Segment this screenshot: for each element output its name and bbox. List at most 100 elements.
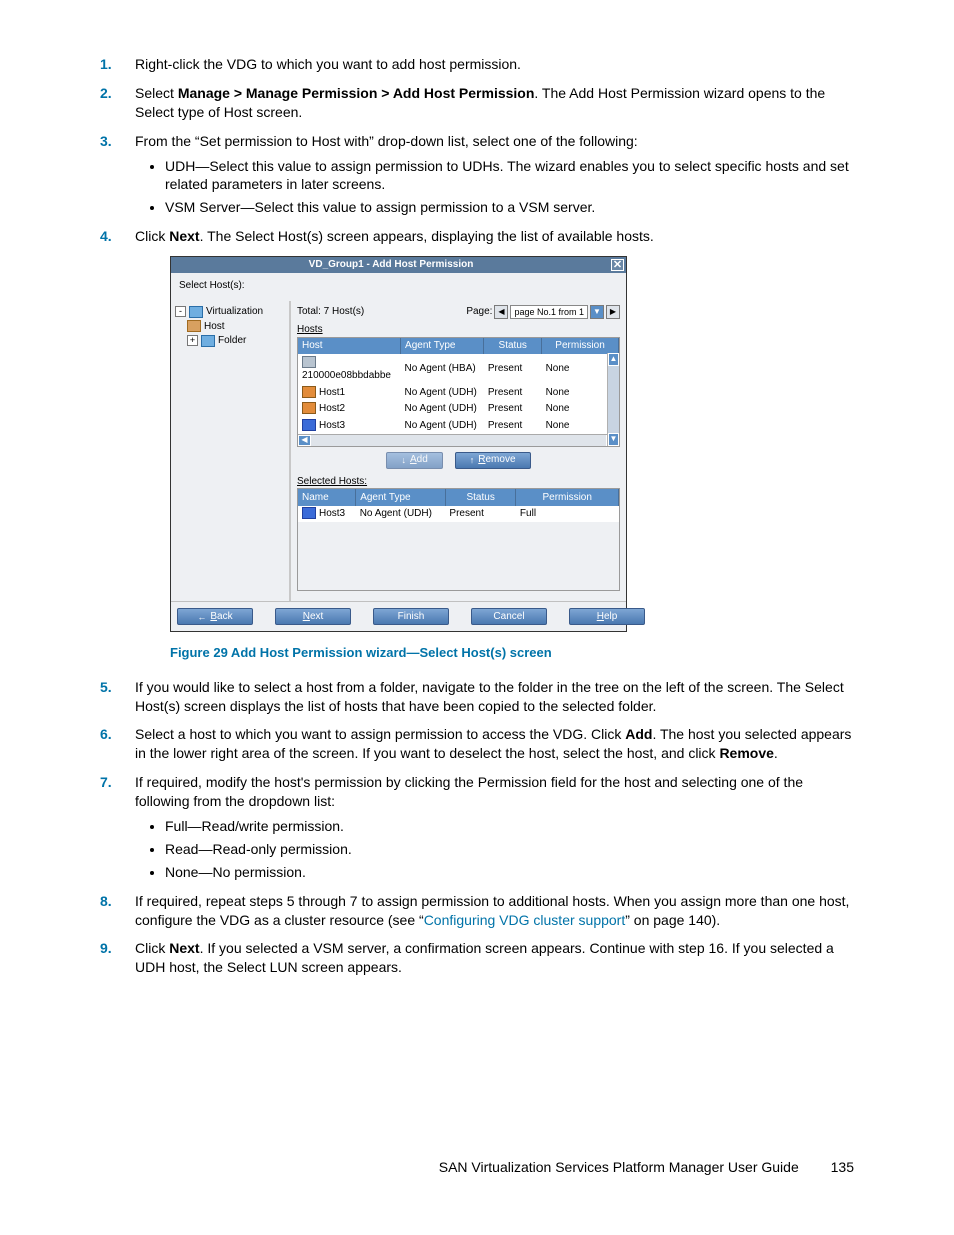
col-name[interactable]: Name [298, 489, 356, 506]
col-status[interactable]: Status [484, 338, 542, 355]
table-row[interactable]: Host2No Agent (UDH)PresentNone [298, 401, 619, 418]
col-status[interactable]: Status [445, 489, 516, 506]
step-number: 2. [100, 84, 112, 103]
page-footer: SAN Virtualization Services Platform Man… [439, 1159, 854, 1175]
bullet: None—No permission. [165, 863, 854, 882]
remove-icon: ↑ [470, 454, 475, 466]
selected-table-wrap: Name Agent Type Status Permission Host3N… [297, 488, 620, 591]
bullet: UDH—Select this value to assign permissi… [165, 157, 854, 195]
step-9: 9. Click Next. If you selected a VSM ser… [100, 939, 854, 977]
hosts-label: HHostsosts [297, 323, 620, 337]
step-number: 4. [100, 227, 112, 246]
step-text-prefix: Click [135, 940, 169, 956]
vertical-scrollbar[interactable]: ▲▼ [607, 353, 619, 446]
hosts-table[interactable]: Host Agent Type Status Permission 210000… [298, 338, 619, 434]
figure-caption: Figure 29 Add Host Permission wizard—Sel… [170, 644, 854, 662]
step-bold: Next [169, 228, 199, 244]
step-text: ” on page 140). [625, 912, 720, 928]
document-page: 1. Right-click the VDG to which you want… [0, 0, 954, 1235]
steps-list: 1. Right-click the VDG to which you want… [100, 55, 854, 977]
tree-collapse-icon[interactable]: - [175, 306, 186, 317]
table-header: Host Agent Type Status Permission [298, 338, 619, 355]
selected-hosts-label: Selected Hosts: [297, 475, 620, 489]
step-number: 1. [100, 55, 112, 74]
next-button[interactable]: Next [275, 608, 351, 625]
page-dropdown-icon[interactable]: ▼ [590, 305, 604, 319]
step-text-prefix: Select [135, 85, 178, 101]
finish-button[interactable]: Finish [373, 608, 449, 625]
step-2: 2. Select Manage > Manage Permission > A… [100, 84, 854, 122]
step-text: Select a host to which you want to assig… [135, 726, 625, 742]
step-3-bullets: UDH—Select this value to assign permissi… [135, 157, 854, 218]
tree-expand-icon[interactable]: + [187, 335, 198, 346]
step-7: 7. If required, modify the host's permis… [100, 773, 854, 881]
host-icon [302, 507, 316, 519]
hosts-table-wrap: Host Agent Type Status Permission 210000… [297, 337, 620, 447]
link-vdg-cluster[interactable]: Configuring VDG cluster support [424, 912, 626, 928]
cancel-button[interactable]: Cancel [471, 608, 547, 625]
step-8: 8. If required, repeat steps 5 through 7… [100, 892, 854, 930]
col-host[interactable]: Host [298, 338, 401, 355]
step-6: 6. Select a host to which you want to as… [100, 725, 854, 763]
step-number: 9. [100, 939, 112, 958]
dialog-title: VD_Group1 - Add Host Permission [171, 258, 611, 272]
page-next-icon[interactable]: ▶ [606, 305, 620, 319]
step-bold: Remove [719, 745, 773, 761]
select-hosts-label: Select Host(s): [171, 273, 626, 301]
selected-hosts-table[interactable]: Name Agent Type Status Permission Host3N… [298, 489, 619, 522]
add-button[interactable]: ↓Add [386, 452, 442, 469]
dialog-titlebar: VD_Group1 - Add Host Permission ✕ [171, 257, 626, 273]
step-text-suffix: . The Select Host(s) screen appears, dis… [200, 228, 654, 244]
host-tree[interactable]: - Virtualization Host + Folder [171, 301, 291, 601]
table-row[interactable]: 210000e08bbdabbeNo Agent (HBA)PresentNon… [298, 354, 619, 384]
table-row[interactable]: Host3No Agent (UDH)PresentFull [298, 506, 619, 523]
tree-node[interactable]: Host [204, 320, 225, 334]
step-text: If you would like to select a host from … [135, 679, 844, 714]
step-text-suffix: . If you selected a VSM server, a confir… [135, 940, 834, 975]
tree-node[interactable]: Virtualization [206, 305, 263, 319]
total-hosts: Total: 7 Host(s) [297, 305, 364, 319]
page-prev-icon[interactable]: ◀ [494, 305, 508, 319]
table-header: Name Agent Type Status Permission [298, 489, 619, 506]
step-bold: Manage > Manage Permission > Add Host Pe… [178, 85, 535, 101]
scroll-thumb[interactable] [608, 366, 619, 433]
host-icon [302, 402, 316, 414]
step-text-prefix: Click [135, 228, 169, 244]
add-host-permission-dialog: VD_Group1 - Add Host Permission ✕ Select… [170, 256, 627, 632]
add-icon: ↓ [401, 454, 406, 466]
back-button[interactable]: ←Back [177, 608, 253, 625]
main-pane: Total: 7 Host(s) Page: ◀ page No.1 from … [291, 301, 626, 601]
tree-node[interactable]: Folder [218, 334, 246, 348]
scroll-up-icon[interactable]: ▲ [608, 353, 619, 366]
help-button[interactable]: Help [569, 608, 645, 625]
remove-button[interactable]: ↑Remove [455, 452, 531, 469]
page-indicator: page No.1 from 1 [510, 305, 588, 319]
step-number: 8. [100, 892, 112, 911]
horizontal-scrollbar[interactable]: ◀▶ [298, 434, 619, 446]
scroll-left-icon[interactable]: ◀ [298, 435, 311, 446]
pager[interactable]: Page: ◀ page No.1 from 1 ▼ ▶ [466, 305, 620, 319]
step-number: 6. [100, 725, 112, 744]
dialog-footer: ←Back Next Finish Cancel Help [171, 601, 626, 631]
step-number: 3. [100, 132, 112, 151]
step-7-bullets: Full—Read/write permission. Read—Read-on… [135, 817, 854, 882]
add-remove-row: ↓Add ↑Remove [297, 452, 620, 469]
col-permission[interactable]: Permission [516, 489, 619, 506]
footer-title: SAN Virtualization Services Platform Man… [439, 1159, 799, 1175]
page-number: 135 [831, 1159, 854, 1175]
folder-icon [201, 335, 215, 347]
close-icon[interactable]: ✕ [611, 259, 624, 271]
step-text: . [774, 745, 778, 761]
step-text: If required, modify the host's permissio… [135, 774, 803, 809]
host-icon [302, 419, 316, 431]
step-text: From the “Set permission to Host with” d… [135, 133, 638, 149]
folder-icon [189, 306, 203, 318]
bullet: Full—Read/write permission. [165, 817, 854, 836]
table-row[interactable]: Host3No Agent (UDH)PresentNone [298, 417, 619, 434]
step-text: Right-click the VDG to which you want to… [135, 56, 521, 72]
col-agent[interactable]: Agent Type [356, 489, 446, 506]
scroll-down-icon[interactable]: ▼ [608, 433, 619, 446]
col-agent[interactable]: Agent Type [401, 338, 484, 355]
table-row[interactable]: Host1No Agent (UDH)PresentNone [298, 384, 619, 401]
bullet: VSM Server—Select this value to assign p… [165, 198, 854, 217]
